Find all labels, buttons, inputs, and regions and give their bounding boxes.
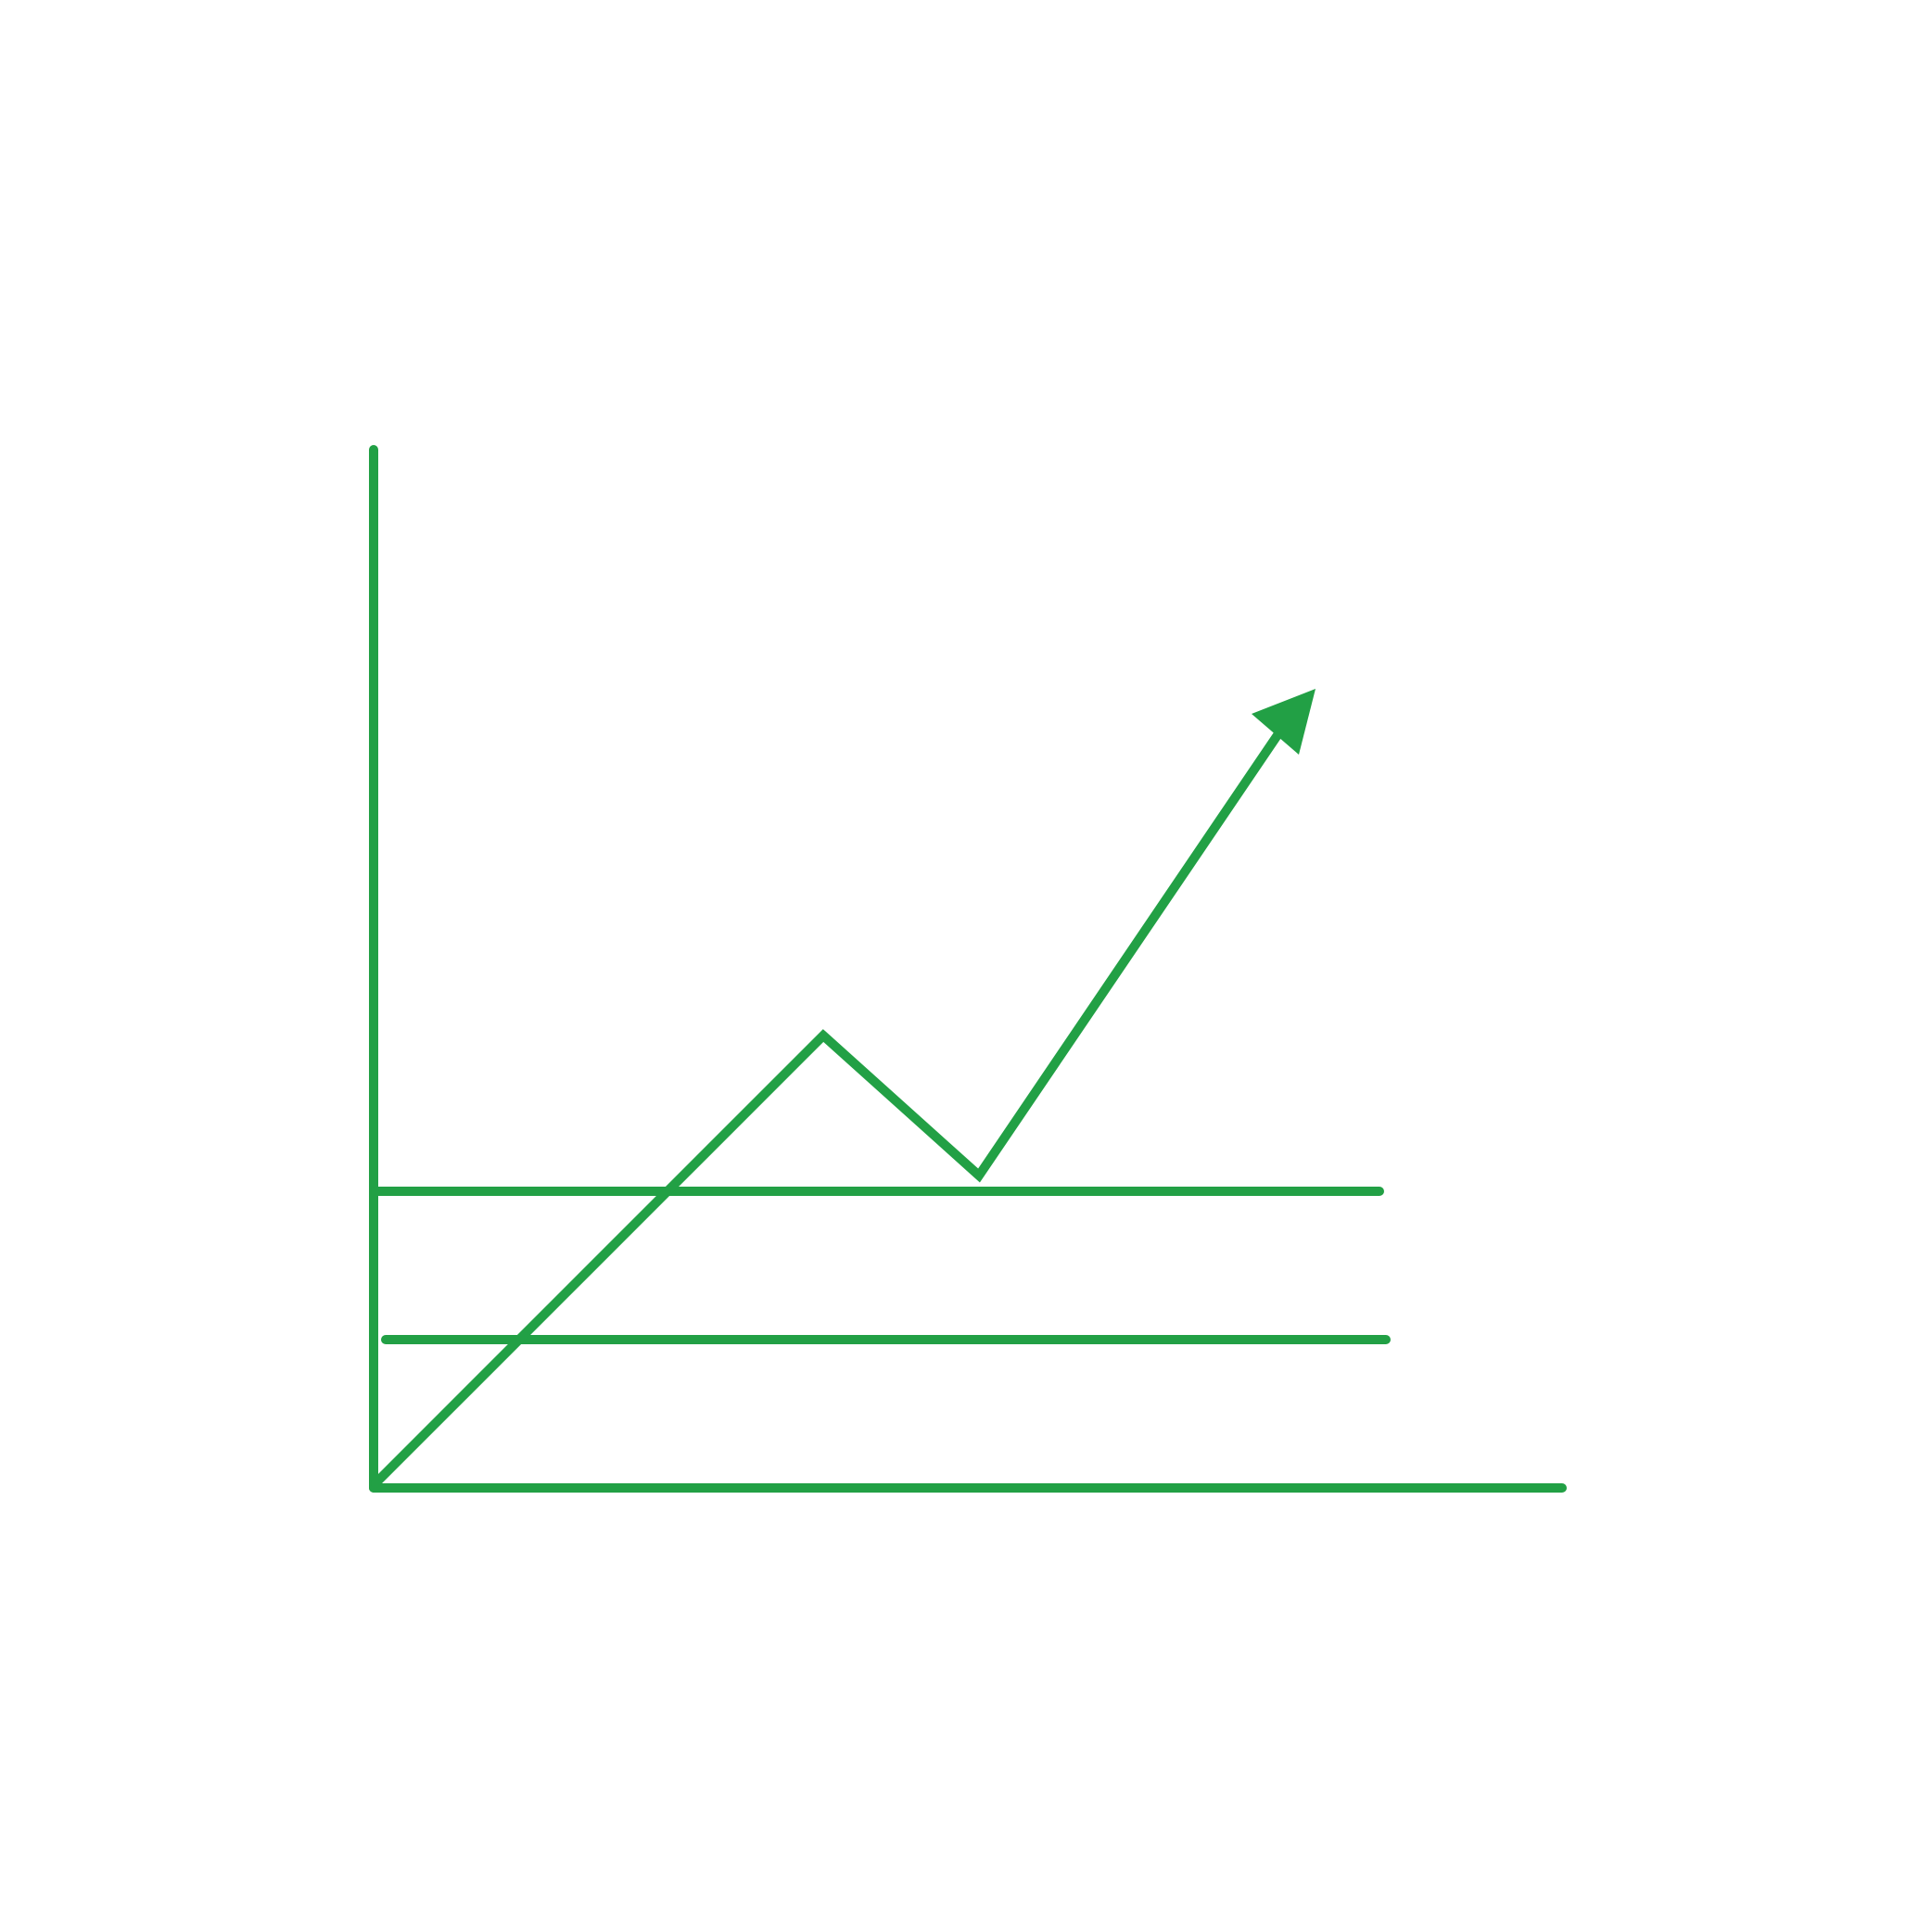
- growth-chart-icon: [0, 0, 1932, 1932]
- background: [0, 0, 1932, 1932]
